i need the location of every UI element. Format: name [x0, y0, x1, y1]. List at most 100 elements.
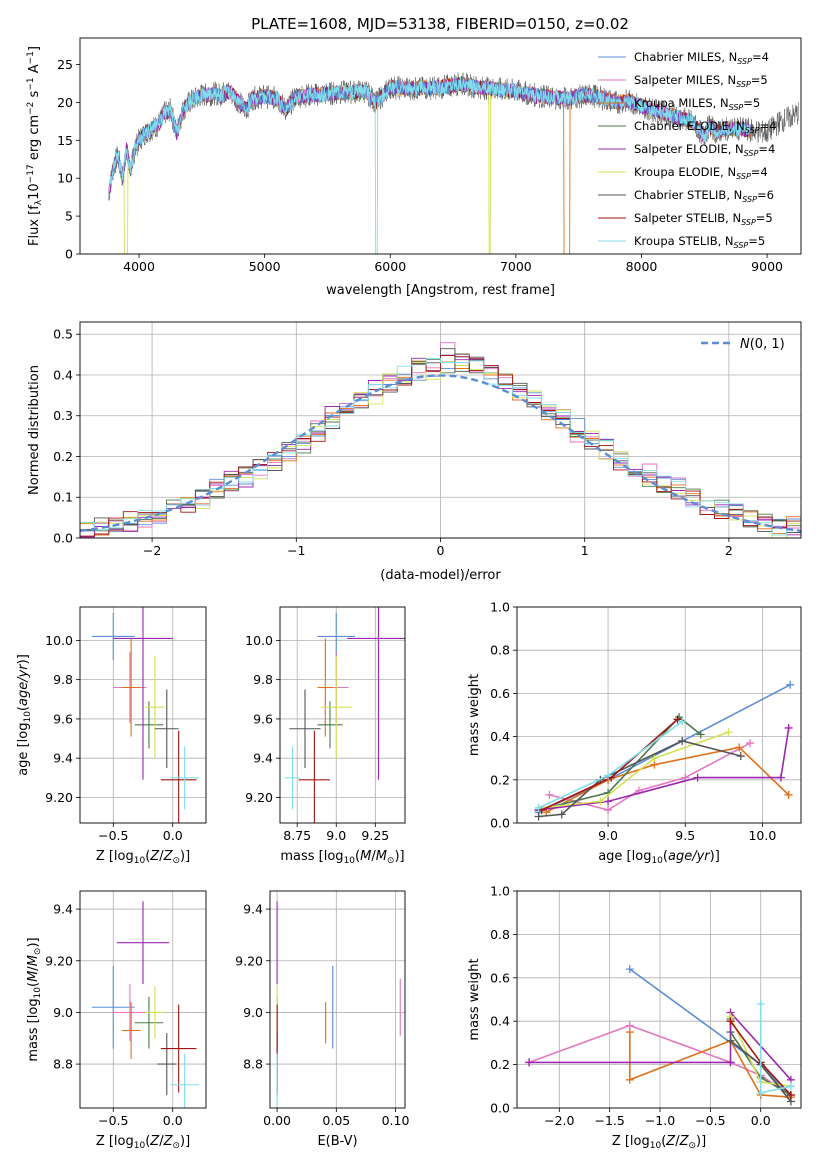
x-tick-label: 2 — [725, 543, 733, 558]
text-part: )] — [696, 1134, 706, 1149]
text-part: 10 — [23, 711, 33, 723]
mass-weight-marker-kroupa-stelib — [756, 1088, 765, 1097]
mass-weight-marker-kroupa-miles — [625, 1028, 634, 1037]
mass-weight-line-salpeter-elodie — [538, 727, 790, 811]
mass-weight-marker-chabrier-miles — [625, 965, 634, 974]
text-part: Z — [665, 1134, 676, 1149]
text-part: SSP — [742, 195, 757, 204]
text-part: )] — [394, 849, 404, 864]
legend-label-chabrier-elodie: Chabrier ELODIE, NSSP=4 — [634, 119, 776, 135]
text-part: / — [159, 849, 164, 864]
y-tick-label: 0 — [65, 247, 73, 262]
text-part: =4 — [751, 165, 768, 179]
text-part: Flux [f — [27, 205, 42, 246]
text-part: M — [26, 955, 41, 966]
y-tick-label: 0.2 — [490, 772, 510, 787]
text-part: SSP — [729, 103, 744, 112]
plot-area — [284, 607, 405, 823]
text-part: 10 — [344, 856, 356, 866]
ticks: −2.0 −1.5 −1.0 −0.5 0.0 0.0 0.2 0.4 0.6 0.8 1.0 — [490, 884, 771, 1129]
text-part: erg cm — [27, 115, 42, 164]
text-part: Chabrier ELODIE, N — [634, 119, 745, 133]
text-part: SSP — [745, 126, 760, 135]
axes-frame — [269, 890, 406, 1109]
x-tick-label: 8000 — [626, 259, 658, 274]
y-tick-label: 9.8 — [253, 672, 273, 687]
y-tick-label: 0.0 — [53, 531, 73, 546]
text-part: 10 — [650, 1141, 662, 1151]
mass-weight-marker-salpeter-stelib — [786, 1090, 795, 1099]
x-tick-label: 0.0 — [163, 1113, 183, 1128]
plot-area — [80, 342, 801, 538]
legend-label-salpeter-elodie: Salpeter ELODIE, NSSP=4 — [634, 142, 775, 158]
grid-lines — [270, 891, 405, 1108]
text-part: ⊙ — [387, 856, 395, 866]
y-tick-label: 10.0 — [245, 633, 273, 648]
y-tick-label: 9.20 — [245, 790, 273, 805]
text-part: (0, 1) — [750, 337, 785, 352]
grid-lines — [280, 607, 405, 823]
legend-label-normal: N(0, 1) — [740, 337, 785, 352]
y-axis-label: age [log10(age/yr)] — [16, 654, 33, 776]
y-axis-label: Normed distribution — [27, 365, 42, 495]
axes-frame — [79, 37, 802, 255]
x-tick-label: −2 — [143, 543, 161, 558]
histogram-kroupa-stelib — [80, 357, 801, 538]
normal-distribution-curve — [80, 374, 801, 533]
mass-weight-line-kroupa-elodie — [538, 731, 729, 809]
ticks: −0.5 0.0 8.8 9.0 9.20 9.4 — [45, 902, 183, 1128]
text-part: ( — [145, 849, 150, 864]
y-tick-label: 9.20 — [235, 953, 263, 968]
text-part: ⊙ — [688, 1141, 696, 1151]
x-tick-label: 0.10 — [382, 1113, 410, 1128]
mass-weight-marker-kroupa-miles — [735, 743, 744, 752]
text-part: )] — [26, 937, 41, 947]
text-part: )] — [710, 849, 720, 864]
x-axis-label: mass [log10(M/M⊙)] — [280, 849, 404, 866]
axes-frame — [79, 606, 207, 824]
mass-weight-vs-metallicity-panel: −2.0 −1.5 −1.0 −0.5 0.0 0.0 0.2 0.4 0.6 0.8 1.0 Z [… — [467, 884, 802, 1151]
x-tick-label: −0.5 — [98, 828, 128, 843]
mass-weight-marker-chabrier-stelib — [726, 1036, 735, 1045]
mass-weight-marker-salpeter-elodie — [525, 1058, 534, 1067]
ticks: 0.00 0.05 0.10 8.8 9.0 9.20 9.4 — [235, 902, 409, 1128]
plot-area — [91, 901, 199, 1108]
y-axis-label: Flux [fλ10−17 erg cm−2 s−1 A−1] — [26, 46, 44, 246]
y-tick-label: 9.4 — [243, 902, 263, 917]
mass-weight-marker-salpeter-stelib — [673, 715, 682, 724]
mass-weight-marker-salpeter-elodie — [604, 797, 613, 806]
y-tick-label: 0.1 — [53, 490, 73, 505]
x-tick-label: 1 — [581, 543, 589, 558]
legend-label-salpeter-miles: Salpeter MILES, NSSP=5 — [634, 73, 768, 89]
y-tick-label: 0.8 — [490, 643, 510, 658]
y-tick-label: 9.4 — [53, 902, 73, 917]
x-tick-label: −2.0 — [544, 1113, 574, 1128]
text-part: age/yr — [668, 849, 711, 864]
ticks: −2 −1 0 1 2 0.0 0.1 0.2 0.3 0.4 0.5 — [53, 327, 733, 558]
figure-title: PLATE=1608, MJD=53138, FIBERID=0150, z=0… — [251, 15, 629, 33]
mass-vs-metallicity-panel: −0.5 0.08.89.09.209.4Z [log10(Z/Z⊙)]mass … — [26, 890, 207, 1151]
text-part: −1 — [26, 51, 36, 64]
y-axis-label: mass weight — [467, 958, 482, 1040]
y-tick-label: 15 — [57, 133, 73, 148]
text-part: =5 — [748, 234, 765, 248]
mass-weight-marker-kroupa-elodie — [596, 797, 605, 806]
text-part: SSP — [744, 149, 759, 158]
mass-weight-marker-chabrier-stelib — [736, 752, 745, 761]
x-tick-label: 8.75 — [283, 828, 311, 843]
x-tick-label: −1.0 — [645, 1113, 675, 1128]
y-tick-label: 9.20 — [45, 790, 73, 805]
text-part: SSP — [741, 218, 756, 227]
ticks: −0.5 0.0 9.20 9.4 9.6 9.8 10.0 — [45, 633, 183, 843]
mass-weight-marker-chabrier-stelib — [534, 812, 543, 821]
mass-weight-line-chabrier-elodie — [538, 716, 702, 811]
text-part: ⊙ — [172, 856, 180, 866]
y-tick-label: 0.2 — [53, 449, 73, 464]
text-part: =5 — [751, 73, 768, 87]
text-part: mass [log — [26, 998, 41, 1061]
x-tick-label: 10.0 — [748, 828, 776, 843]
ticks: 9.0 9.5 10.0 0.0 0.2 0.4 0.6 0.8 1.0 — [490, 600, 776, 844]
text-part: N — [740, 337, 750, 352]
text-part: ( — [145, 1134, 150, 1149]
